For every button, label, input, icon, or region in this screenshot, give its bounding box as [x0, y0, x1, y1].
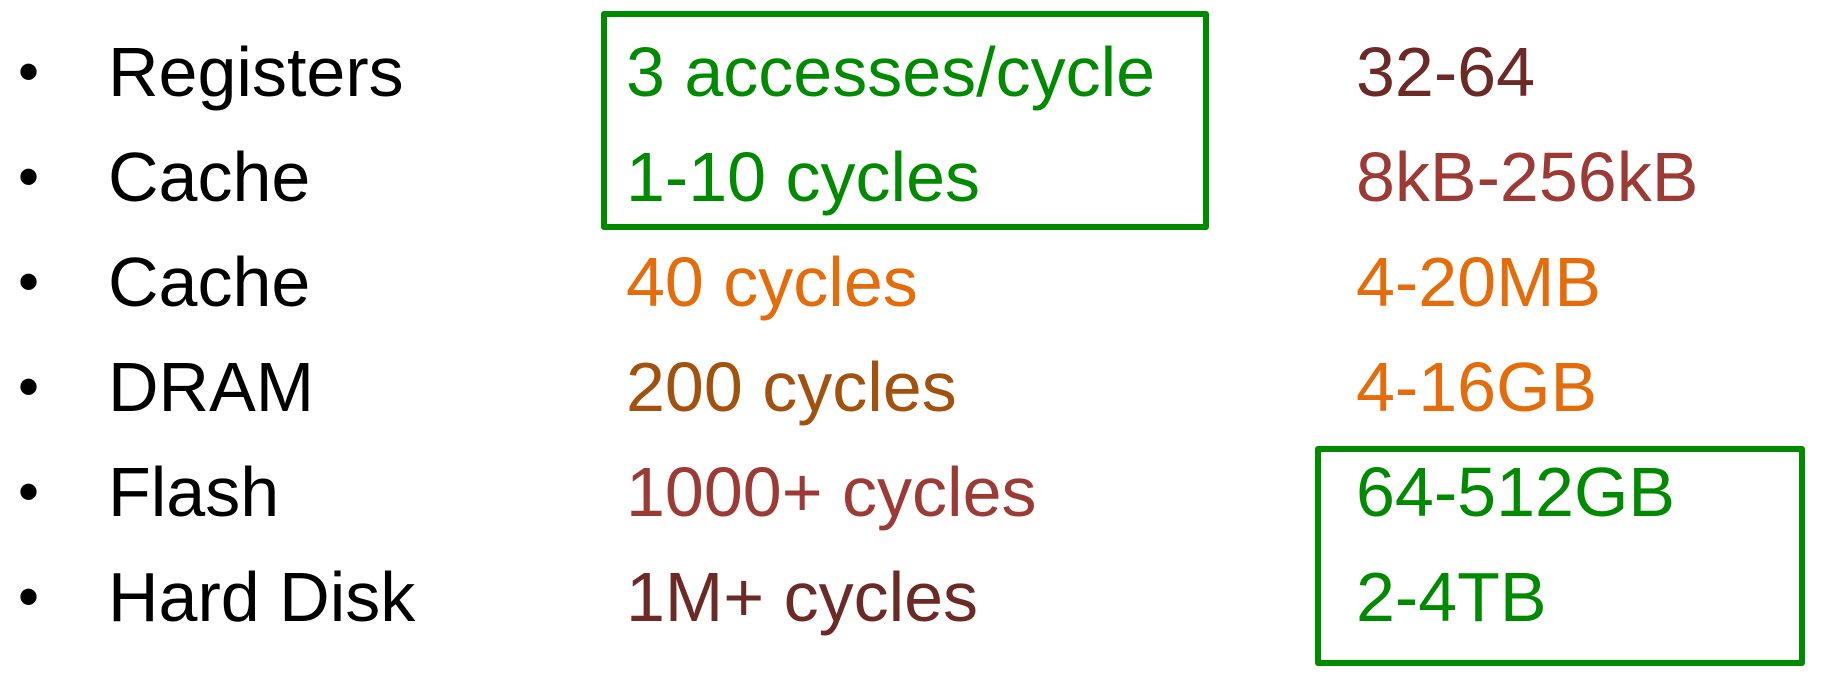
bullet-icon: • — [18, 458, 40, 525]
capacity-value: 2-4TB — [1356, 558, 1547, 636]
level-name: Registers — [108, 33, 404, 111]
level-name: DRAM — [108, 348, 315, 426]
capacity-value: 4-16GB — [1356, 348, 1598, 426]
capacity-value: 8kB-256kB — [1356, 138, 1699, 216]
capacity-value: 32-64 — [1356, 33, 1536, 111]
bullet-icon: • — [18, 143, 40, 210]
level-name: Cache — [108, 243, 311, 321]
bullet-icon: • — [18, 353, 40, 420]
highlight-box-fast-latency — [601, 11, 1209, 230]
list-item-hard-disk: • Hard Disk 1M+ cycles 2-4TB — [0, 547, 1826, 647]
bullet-icon: • — [18, 38, 40, 105]
bullet-icon: • — [18, 248, 40, 315]
latency-value: 1000+ cycles — [626, 453, 1037, 531]
list-item-registers: • Registers 3 accesses/cycle 32-64 — [0, 22, 1826, 122]
list-item-cache-l3: • Cache 40 cycles 4-20MB — [0, 232, 1826, 332]
latency-value: 1-10 cycles — [626, 138, 981, 216]
highlight-box-large-capacity — [1315, 446, 1805, 666]
latency-value: 200 cycles — [626, 348, 957, 426]
level-name: Flash — [108, 453, 280, 531]
latency-value: 3 accesses/cycle — [626, 33, 1156, 111]
level-name: Hard Disk — [108, 558, 416, 636]
bullet-icon: • — [18, 563, 40, 630]
list-item-cache-l1: • Cache 1-10 cycles 8kB-256kB — [0, 127, 1826, 227]
latency-value: 1M+ cycles — [626, 558, 979, 636]
list-item-flash: • Flash 1000+ cycles 64-512GB — [0, 442, 1826, 542]
level-name: Cache — [108, 138, 311, 216]
latency-value: 40 cycles — [626, 243, 918, 321]
capacity-value: 4-20MB — [1356, 243, 1602, 321]
list-item-dram: • DRAM 200 cycles 4-16GB — [0, 337, 1826, 437]
capacity-value: 64-512GB — [1356, 453, 1676, 531]
